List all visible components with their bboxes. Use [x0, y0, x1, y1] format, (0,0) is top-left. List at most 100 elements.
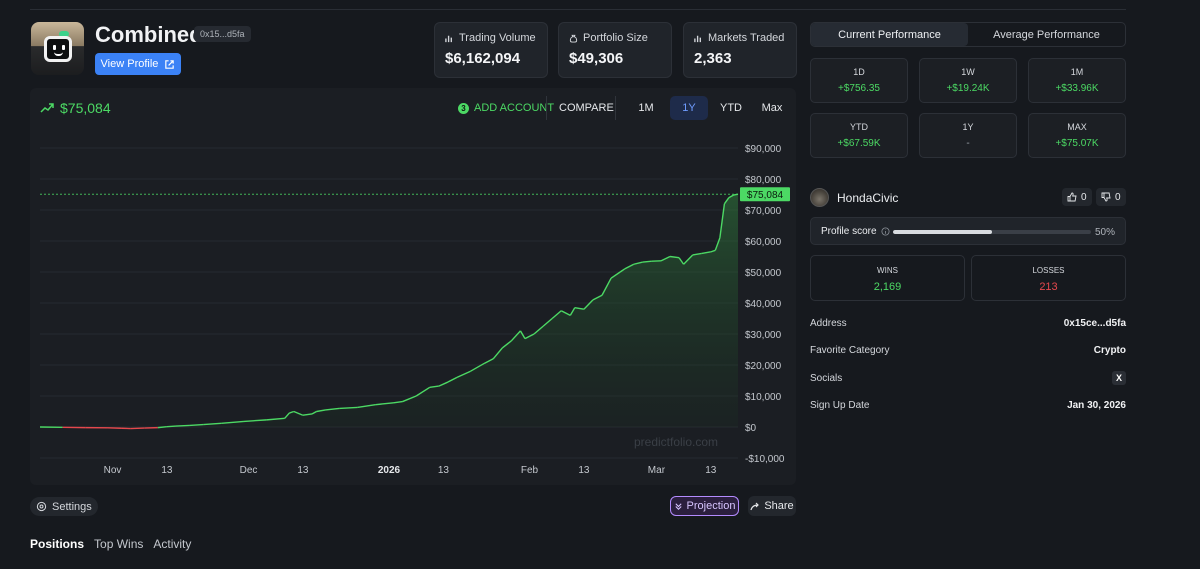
series-line-segment [339, 406, 358, 410]
series-line-segment [710, 249, 716, 253]
series-line-segment [678, 257, 685, 265]
detail-favorite-category: Favorite Category Crypto [810, 345, 1126, 356]
x-tick-label: Mar [648, 465, 666, 476]
compare-button[interactable]: COMPARE [559, 102, 614, 114]
series-line-segment [456, 370, 471, 379]
perf-label: MAX [1067, 122, 1087, 132]
projection-button[interactable]: Projection [670, 496, 739, 516]
current-value-marker-label: $75,084 [747, 190, 784, 201]
tab-top-wins[interactable]: Top Wins [94, 537, 144, 551]
bar-chart-icon [445, 35, 452, 42]
tab-current-performance[interactable]: Current Performance [811, 23, 968, 46]
moneybag-icon [569, 34, 578, 43]
series-line-segment [510, 330, 521, 342]
detail-key: Favorite Category [810, 345, 890, 356]
upvote-button[interactable]: 0 [1062, 188, 1092, 206]
range-1y[interactable]: 1Y [670, 96, 708, 120]
profile-score-bar [893, 230, 1091, 234]
settings-label: Settings [52, 500, 92, 513]
series-line-segment [325, 407, 340, 411]
tab-positions[interactable]: Positions [30, 537, 85, 551]
series-line-segment [669, 255, 680, 259]
series-line-segment [519, 330, 526, 340]
tab-activity[interactable]: Activity [153, 537, 192, 551]
detail-socials: Socials X [810, 371, 1126, 385]
profile-avatar [31, 22, 84, 75]
thumbs-up-icon [1067, 192, 1077, 202]
share-button[interactable]: Share [748, 496, 796, 516]
share-label: Share [764, 500, 794, 512]
y-tick-label: $40,000 [745, 299, 782, 310]
series-line-segment [157, 425, 167, 429]
series-line-segment [175, 424, 190, 427]
range-1m[interactable]: 1M [638, 102, 654, 114]
trending-up-icon [40, 103, 54, 113]
detail-value[interactable]: 0x15ce...d5fa [1063, 318, 1126, 329]
x-tick-label: Dec [240, 465, 258, 476]
range-max[interactable]: Max [761, 102, 783, 114]
series-line-segment [447, 376, 458, 383]
tab-average-performance[interactable]: Average Performance [993, 28, 1100, 41]
perf-card-max: MAX +$75.07K [1028, 113, 1126, 158]
profile-score: Profile score 50% [810, 217, 1126, 245]
perf-label: 1Y [962, 122, 974, 132]
downvote-button[interactable]: 0 [1096, 188, 1126, 206]
series-line-segment [284, 412, 290, 419]
bar-chart-icon [694, 35, 701, 42]
series-line-segment [221, 420, 245, 424]
x-tick-label: 13 [297, 465, 309, 476]
perf-label: 1M [1070, 67, 1084, 77]
x-tick-label: 13 [161, 465, 173, 476]
account-count-badge: 3 [458, 102, 469, 114]
series-line-segment [311, 410, 317, 415]
perf-card-ytd: YTD +$67.59K [810, 113, 908, 158]
series-line-segment [166, 425, 177, 428]
positions-tabs: Positions Top Wins Activity [30, 537, 191, 551]
series-line-segment [642, 260, 652, 263]
series-line-segment [719, 203, 726, 238]
perf-value: +$19.24K [946, 83, 990, 94]
settings-button[interactable]: Settings [30, 497, 98, 516]
series-line-segment [243, 419, 267, 423]
range-ytd[interactable]: YTD [720, 102, 742, 114]
series-line-segment [189, 423, 204, 427]
series-line-segment [393, 400, 403, 404]
user-avatar [810, 188, 829, 207]
external-link-icon [165, 59, 175, 69]
stat-label: Trading Volume [459, 32, 536, 44]
series-line-segment [357, 403, 376, 409]
perf-card-1m: 1M +$33.96K [1028, 58, 1126, 103]
series-line-segment [415, 386, 431, 397]
perf-value: +$33.96K [1055, 83, 1099, 94]
series-line-segment [438, 381, 449, 387]
perf-value: - [966, 138, 970, 149]
wins-label: WINS [877, 266, 898, 275]
series-line-segment [683, 254, 694, 265]
detail-key: Socials [810, 372, 843, 384]
series-line-segment [402, 395, 417, 403]
stat-card-trading-volume: Trading Volume $6,162,094 [434, 22, 548, 78]
area-fill [40, 194, 738, 429]
x-social-link[interactable]: X [1112, 371, 1126, 385]
info-icon[interactable] [881, 227, 890, 236]
view-profile-button[interactable]: View Profile [95, 53, 181, 75]
y-tick-label: $0 [745, 423, 757, 434]
series-line-segment [692, 252, 702, 256]
series-line-segment [723, 197, 730, 205]
top-divider [30, 9, 1126, 10]
separator [546, 96, 547, 120]
address-chip[interactable]: 0x15...d5fa [194, 26, 251, 42]
current-value: $75,084 [40, 100, 111, 116]
series-line-segment [203, 422, 222, 426]
series-line-segment [574, 306, 585, 310]
y-tick-label: $60,000 [745, 237, 782, 248]
perf-card-1d: 1D +$756.35 [810, 58, 908, 103]
add-account-button[interactable]: 3 ADD ACCOUNT [458, 102, 554, 114]
losses-label: LOSSES [1032, 266, 1065, 275]
chevrons-down-icon [674, 502, 682, 510]
username[interactable]: HondaCivic [837, 191, 899, 205]
perf-value: +$75.07K [1055, 138, 1099, 149]
series-line-segment [601, 277, 612, 296]
series-line-segment [293, 410, 304, 416]
perf-label: 1W [961, 67, 975, 77]
